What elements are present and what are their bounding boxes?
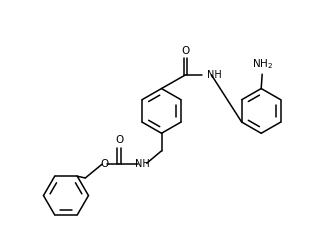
Text: O: O [100,159,109,169]
Text: NH: NH [206,70,221,80]
Text: NH$_2$: NH$_2$ [252,57,273,71]
Text: O: O [115,135,123,145]
Text: NH: NH [135,159,150,169]
Text: O: O [182,46,190,56]
